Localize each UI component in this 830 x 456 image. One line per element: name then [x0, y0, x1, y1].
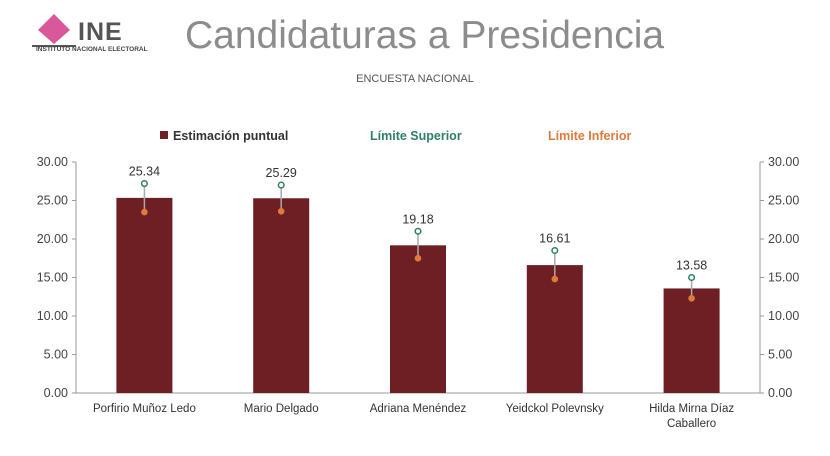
page-title: Candidaturas a Presidencia [185, 14, 665, 57]
y-tick-label-left: 25.00 [37, 194, 68, 208]
upper-limit-point [277, 181, 285, 189]
bar [526, 265, 583, 393]
lower-limit-point [551, 275, 559, 283]
lower-limit-point [414, 254, 422, 262]
bar [253, 198, 310, 393]
y-tick-label-left: 10.00 [37, 309, 68, 323]
y-tick-label-right: 30.00 [768, 155, 799, 169]
bar [663, 288, 720, 393]
upper-limit-point [414, 227, 422, 235]
logo-subtitle: INSTITUTO NACIONAL ELECTORAL [36, 46, 148, 53]
y-tick-label-right: 20.00 [768, 232, 799, 246]
bar [116, 197, 173, 393]
legend-label: Estimación puntual [173, 129, 288, 143]
y-tick-label-right: 10.00 [768, 309, 799, 323]
y-tick-label-right: 5.00 [768, 348, 792, 362]
bar-value-label: 25.34 [129, 165, 160, 179]
legend-swatch-estimacion [160, 131, 168, 139]
y-tick-label-right: 25.00 [768, 194, 799, 208]
lower-limit-point [141, 208, 148, 216]
y-tick-label-left: 0.00 [44, 386, 68, 400]
bar-value-label: 16.61 [539, 232, 570, 246]
category-label: Porfirio Muñoz Ledo [93, 403, 196, 415]
category-label: Caballero [667, 418, 716, 430]
ine-logo [32, 14, 76, 47]
category-label: Yeidckol Polevnsky [506, 403, 604, 415]
upper-limit-point [688, 273, 696, 282]
lower-limit-point [277, 207, 285, 215]
category-label: Hilda Mirna Díaz [649, 403, 734, 415]
upper-limit-point [551, 247, 559, 255]
chart-subtitle: ENCUESTA NACIONAL [356, 73, 474, 85]
y-tick-label-left: 5.00 [44, 348, 68, 362]
upper-limit-point [140, 180, 148, 188]
legend-label: Límite Superior [370, 129, 462, 143]
logo-text: INE [78, 18, 123, 46]
y-tick-label-left: 30.00 [37, 155, 68, 169]
category-label: Adriana Menéndez [370, 403, 467, 415]
y-tick-label-right: 15.00 [768, 271, 799, 285]
logo-diamond-icon [38, 14, 70, 44]
bar [390, 245, 446, 393]
legend-label: Límite Inferior [548, 129, 631, 143]
y-tick-label-left: 15.00 [37, 271, 68, 285]
bar-value-label: 25.29 [266, 166, 297, 180]
category-label: Mario Delgado [244, 403, 319, 415]
bar-value-label: 19.18 [402, 212, 433, 226]
y-tick-label-right: 0.00 [768, 386, 792, 400]
bar-value-label: 13.58 [676, 259, 707, 273]
lower-limit-point [688, 294, 695, 302]
y-tick-label-left: 20.00 [37, 232, 68, 246]
